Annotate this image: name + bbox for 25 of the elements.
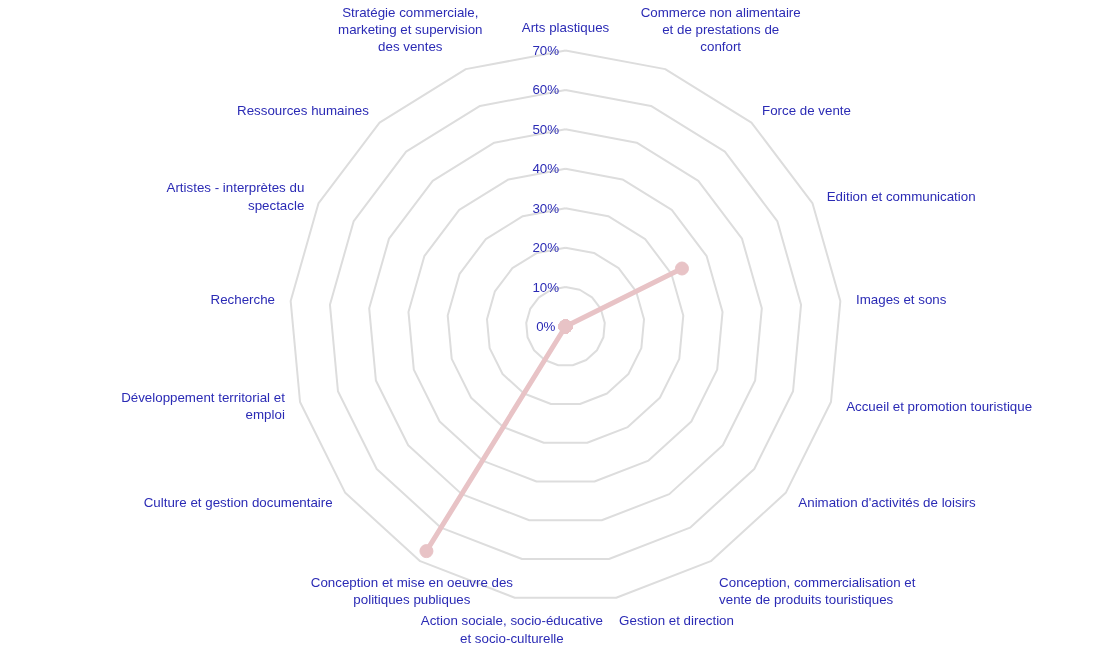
y-tick-label: 60%	[532, 82, 560, 98]
spoke-label: Action sociale, socio-éducative et socio-culturelle	[420, 613, 604, 646]
spoke-label: Images et sons	[856, 292, 947, 308]
spoke-label: Force de vente	[762, 103, 851, 119]
spoke-label: Edition et communication	[826, 188, 976, 204]
spoke-label: Animation d'activités de loisirs	[798, 494, 977, 510]
spoke-label: Recherche	[210, 292, 275, 308]
spoke-label: Conception et mise en oeuvre des politiques publiques	[310, 574, 514, 607]
y-tick-label: 10%	[532, 279, 560, 295]
spoke-label: Accueil et promotion touristique	[846, 398, 1033, 414]
spoke-label: Développement territorial et emploi	[121, 390, 286, 423]
spoke-label: Culture et gestion documentaire	[143, 494, 333, 510]
spoke-label: Gestion et direction	[619, 613, 734, 629]
spoke-label: Ressources humaines	[237, 103, 370, 119]
y-tick-label: 0%	[536, 319, 556, 334]
y-tick-label: 30%	[532, 200, 560, 216]
spoke-label: Conception, commercialisation et vente de produits touristiques	[719, 574, 916, 607]
spoke-label: Arts plastiques	[521, 19, 610, 35]
y-tick-label: 20%	[532, 240, 560, 256]
spoke-label: Stratégie commerciale, marketing et supervision des ventes	[338, 4, 483, 55]
spoke-label: Artistes - interprètes du spectacle	[166, 180, 305, 213]
y-tick-label: 50%	[532, 121, 560, 137]
y-tick-label: 70%	[532, 43, 560, 58]
spoke-label: Commerce non alimentaire et de prestations de confort	[640, 4, 801, 55]
y-tick-label: 40%	[532, 161, 560, 177]
